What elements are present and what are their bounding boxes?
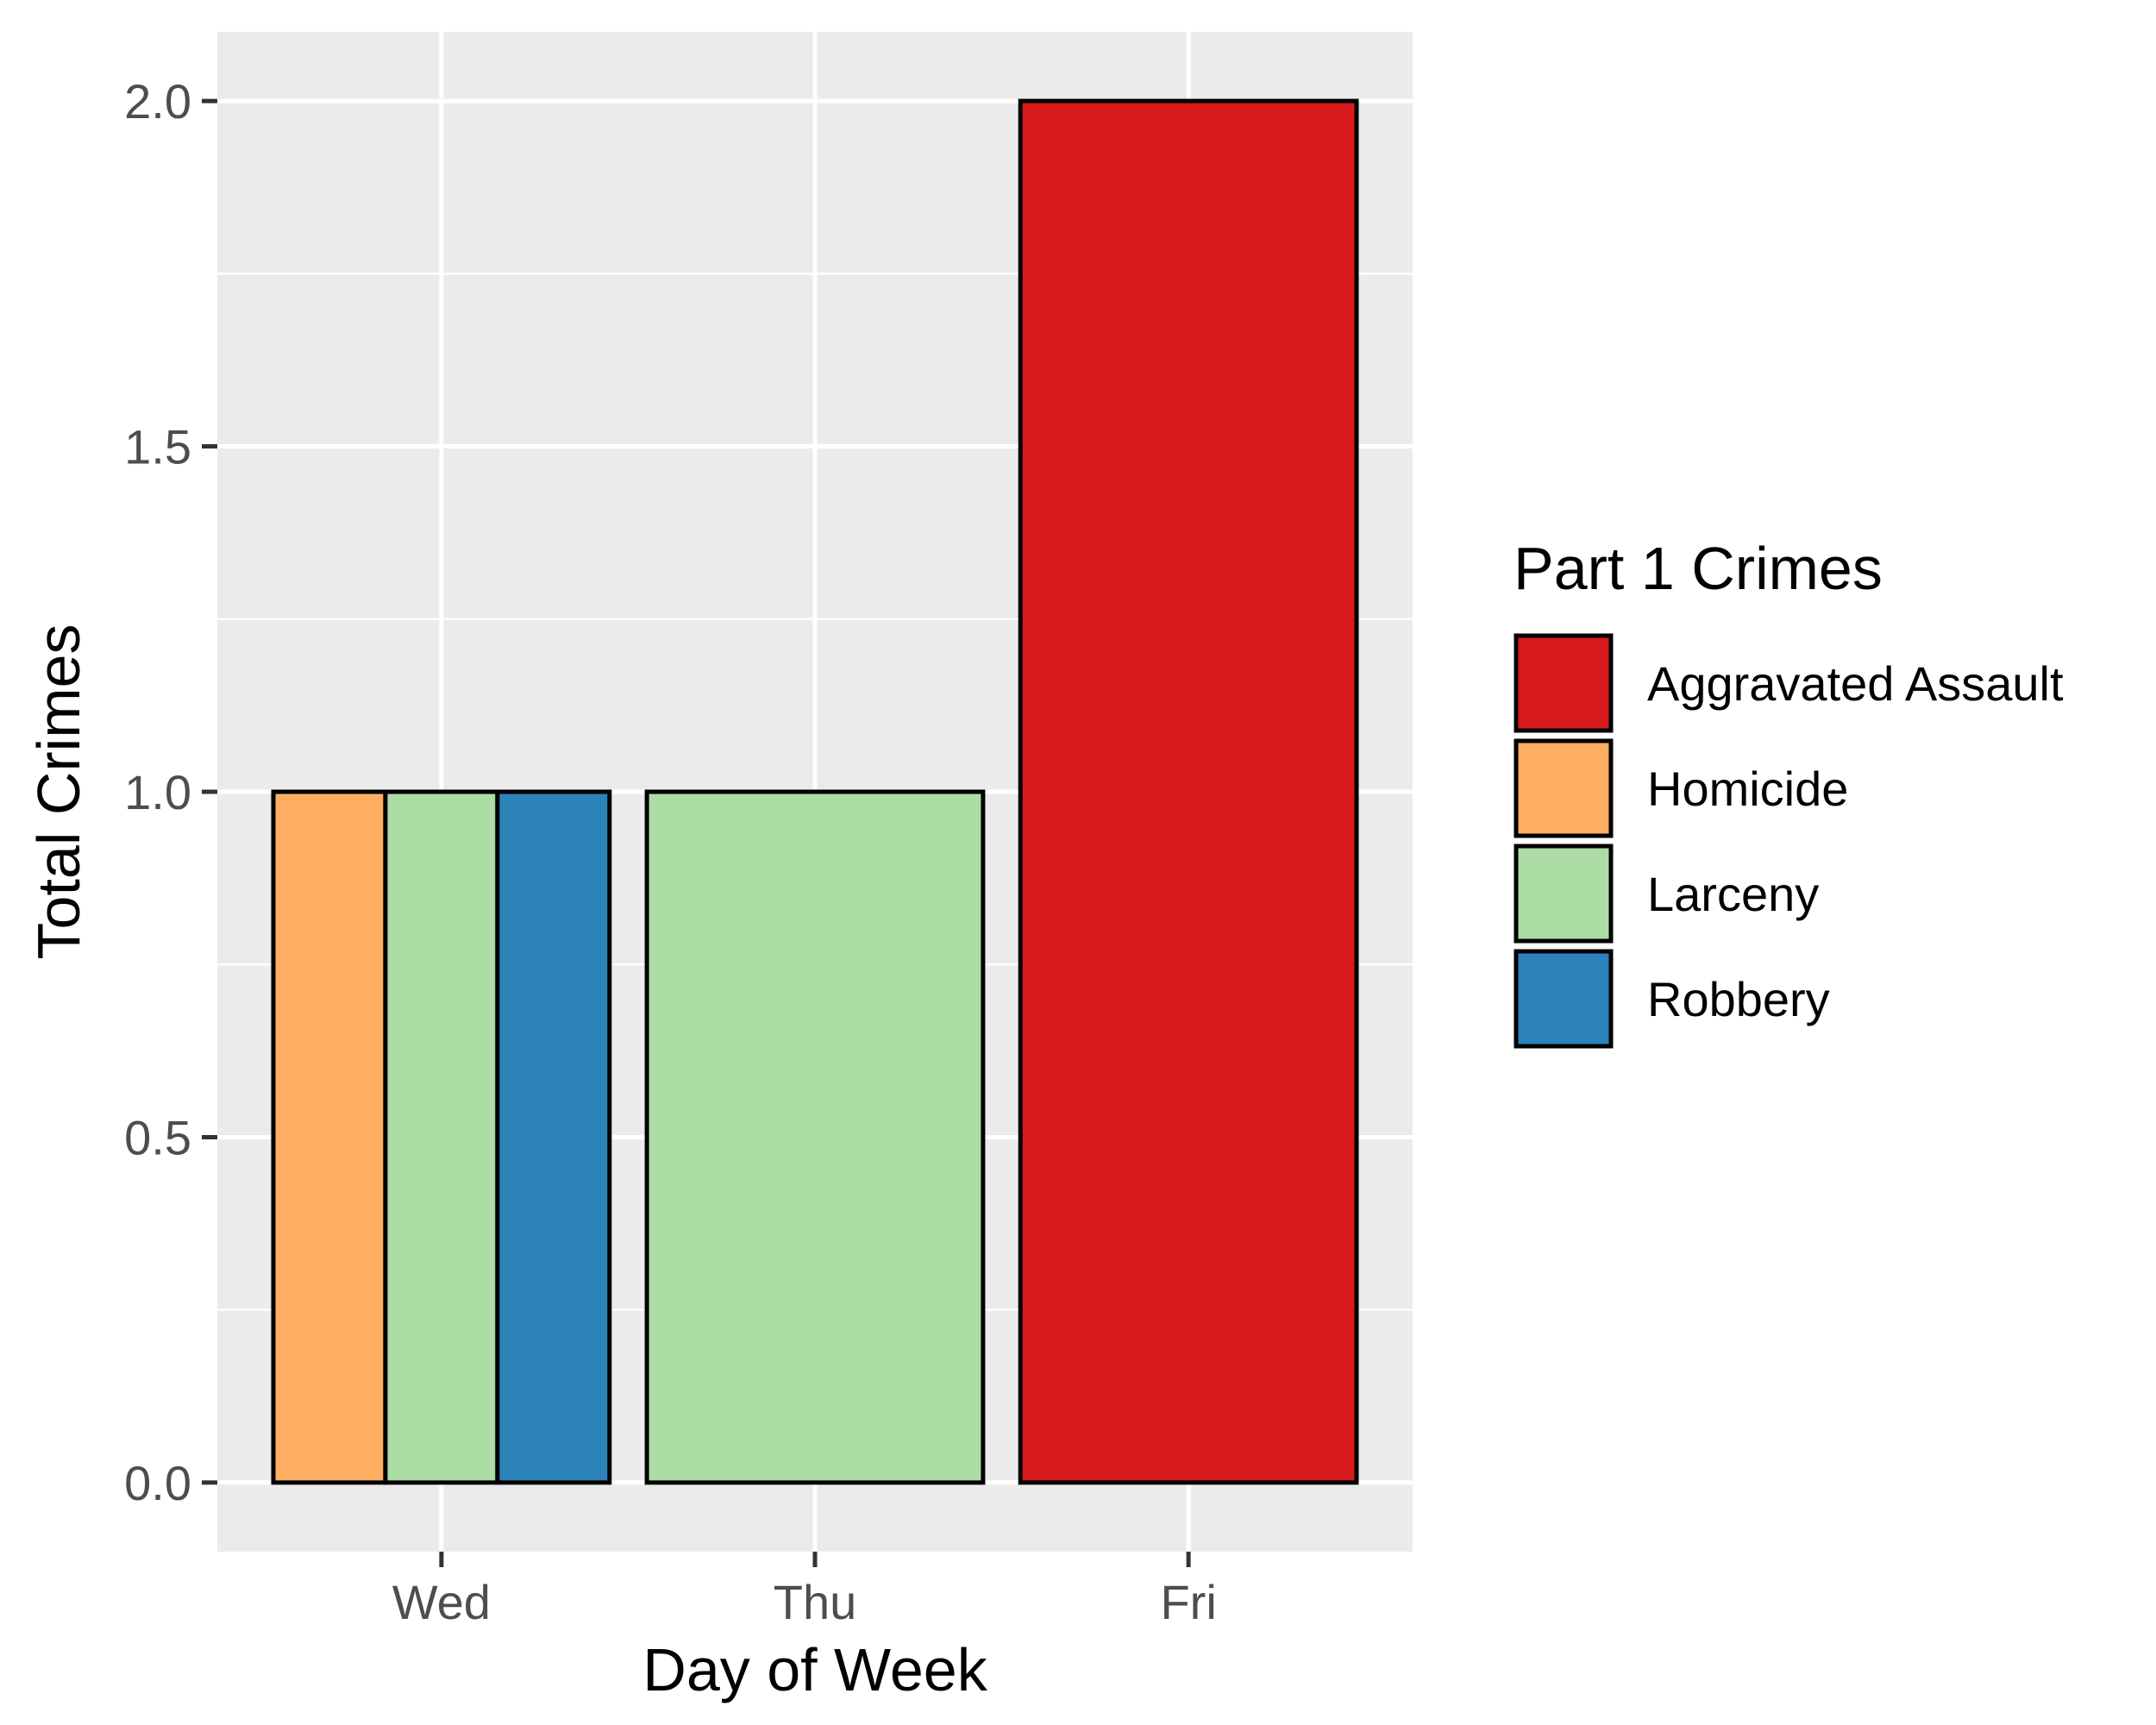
- axes: 0.0 0.5 1.0 1.5 2.0 Wed Thu Fri: [124, 74, 1217, 1629]
- y-tick-label: 1.0: [124, 765, 191, 819]
- x-tick-label: Fri: [1160, 1575, 1216, 1629]
- legend-title: Part 1 Crimes: [1514, 535, 1883, 602]
- legend-key-aggravated-assault: [1514, 633, 1614, 733]
- legend-label: Robbery: [1647, 972, 1830, 1026]
- legend-label: Homicide: [1647, 762, 1848, 816]
- bar-thu-larceny: [644, 789, 986, 1485]
- bar-fri-aggravated-assault: [1018, 98, 1359, 1485]
- legend-label: Aggravated Assault: [1647, 656, 2064, 711]
- bar-wed-larceny: [383, 789, 500, 1485]
- x-tick-label: Wed: [392, 1575, 491, 1629]
- legend-label: Larceny: [1647, 867, 1819, 921]
- legend-key-larceny: [1514, 844, 1614, 944]
- legend-key-homicide: [1514, 738, 1614, 838]
- bar-wed-homicide: [271, 789, 388, 1485]
- y-tick-label: 0.5: [124, 1110, 191, 1164]
- bar-wed-robbery: [495, 789, 612, 1485]
- y-tick-label: 1.5: [124, 420, 191, 474]
- y-tick-label: 0.0: [124, 1456, 191, 1510]
- y-tick-label: 2.0: [124, 74, 191, 129]
- x-tick-label: Thu: [774, 1575, 857, 1629]
- y-axis-title: Total Crimes: [25, 624, 92, 960]
- legend-key-robbery: [1514, 949, 1614, 1049]
- bars: [271, 98, 1359, 1485]
- x-axis-title: Day of Week: [642, 1636, 987, 1703]
- legend: Part 1 Crimes Aggravated Assault Homicide…: [1514, 535, 2064, 1049]
